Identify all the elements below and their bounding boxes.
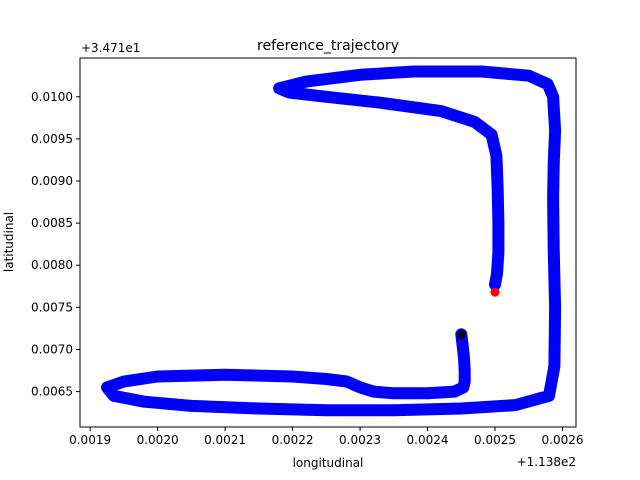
x-tick-label: 0.0020 [137,433,179,447]
y-tick-label: 0.0075 [31,300,73,314]
x-tick-label: 0.0021 [204,433,246,447]
x-axis: 0.0019 0.0020 0.0021 0.0022 0.0023 0.0024 0.00… [69,427,584,447]
x-tick-label: 0.0025 [474,433,516,447]
y-tick-label: 0.0090 [31,174,73,188]
x-tick-label: 0.0026 [542,433,584,447]
y-axis-label: latitudinal [2,212,16,272]
trajectory-series-1 [101,65,562,417]
y-tick-label: 0.0080 [31,258,73,272]
y-axis: 0.0065 0.0070 0.0075 0.0080 0.0085 0.0090 0.00… [31,90,80,399]
x-tick-label: 0.0024 [407,433,449,447]
plot-area [101,65,562,417]
y-tick-label: 0.0085 [31,216,73,230]
end-point-marker [490,287,500,297]
y-tick-label: 0.0065 [31,385,73,399]
x-offset-label: +1.138e2 [517,455,576,469]
y-tick-label: 0.0100 [31,90,73,104]
chart-title: reference_trajectory [257,38,399,54]
start-point-marker [456,329,466,339]
x-axis-label: longitudinal [293,456,364,470]
series-group [101,65,562,417]
x-tick-label: 0.0023 [339,433,381,447]
y-tick-label: 0.0070 [31,342,73,356]
axes-frame [79,57,577,428]
y-tick-label: 0.0095 [31,132,73,146]
y-offset-label: +3.471e1 [81,41,140,55]
x-tick-label: 0.0019 [69,433,111,447]
x-tick-label: 0.0022 [272,433,314,447]
